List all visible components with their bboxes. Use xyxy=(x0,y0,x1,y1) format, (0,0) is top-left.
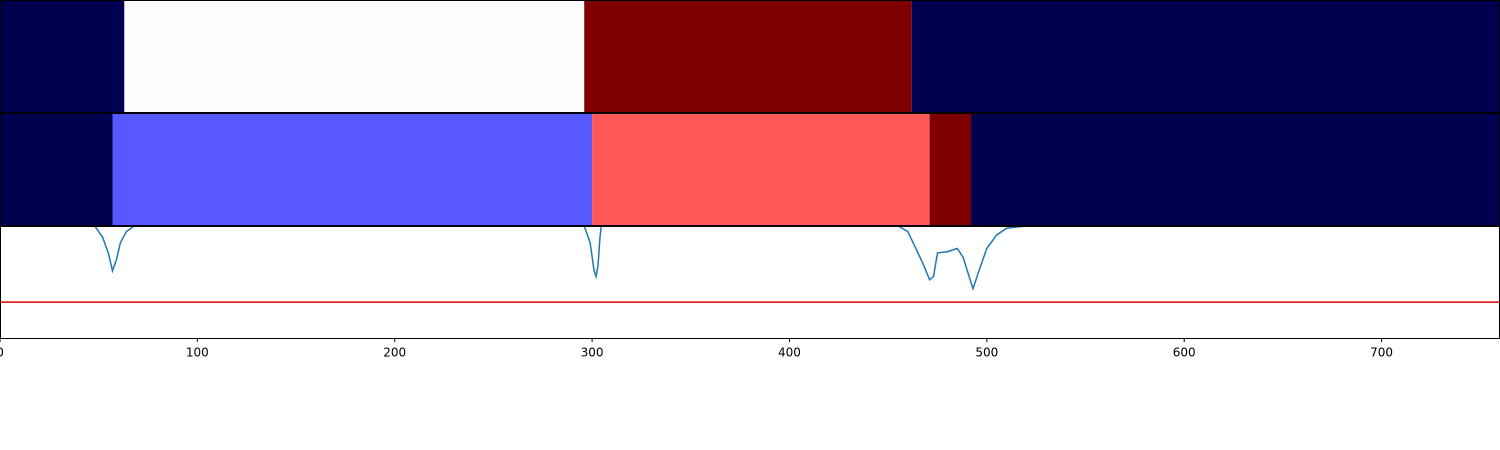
segment xyxy=(0,0,125,112)
x-tick-label: 500 xyxy=(975,346,998,360)
x-tick-label: 700 xyxy=(1370,346,1393,360)
segment xyxy=(0,113,113,225)
segment xyxy=(584,0,912,112)
x-tick-label: 600 xyxy=(1173,346,1196,360)
panel-frame xyxy=(0,226,1500,339)
segment xyxy=(112,113,593,225)
x-tick-label: 200 xyxy=(383,346,406,360)
segment xyxy=(971,113,1500,225)
x-tick-label: 100 xyxy=(186,346,209,360)
x-tick-label: 300 xyxy=(581,346,604,360)
x-tick-label: 0 xyxy=(0,346,4,360)
x-tick-label: 400 xyxy=(778,346,801,360)
segment xyxy=(911,0,1500,112)
segment xyxy=(592,113,930,225)
segment xyxy=(929,113,972,225)
line xyxy=(93,226,1500,292)
segment xyxy=(124,0,585,112)
